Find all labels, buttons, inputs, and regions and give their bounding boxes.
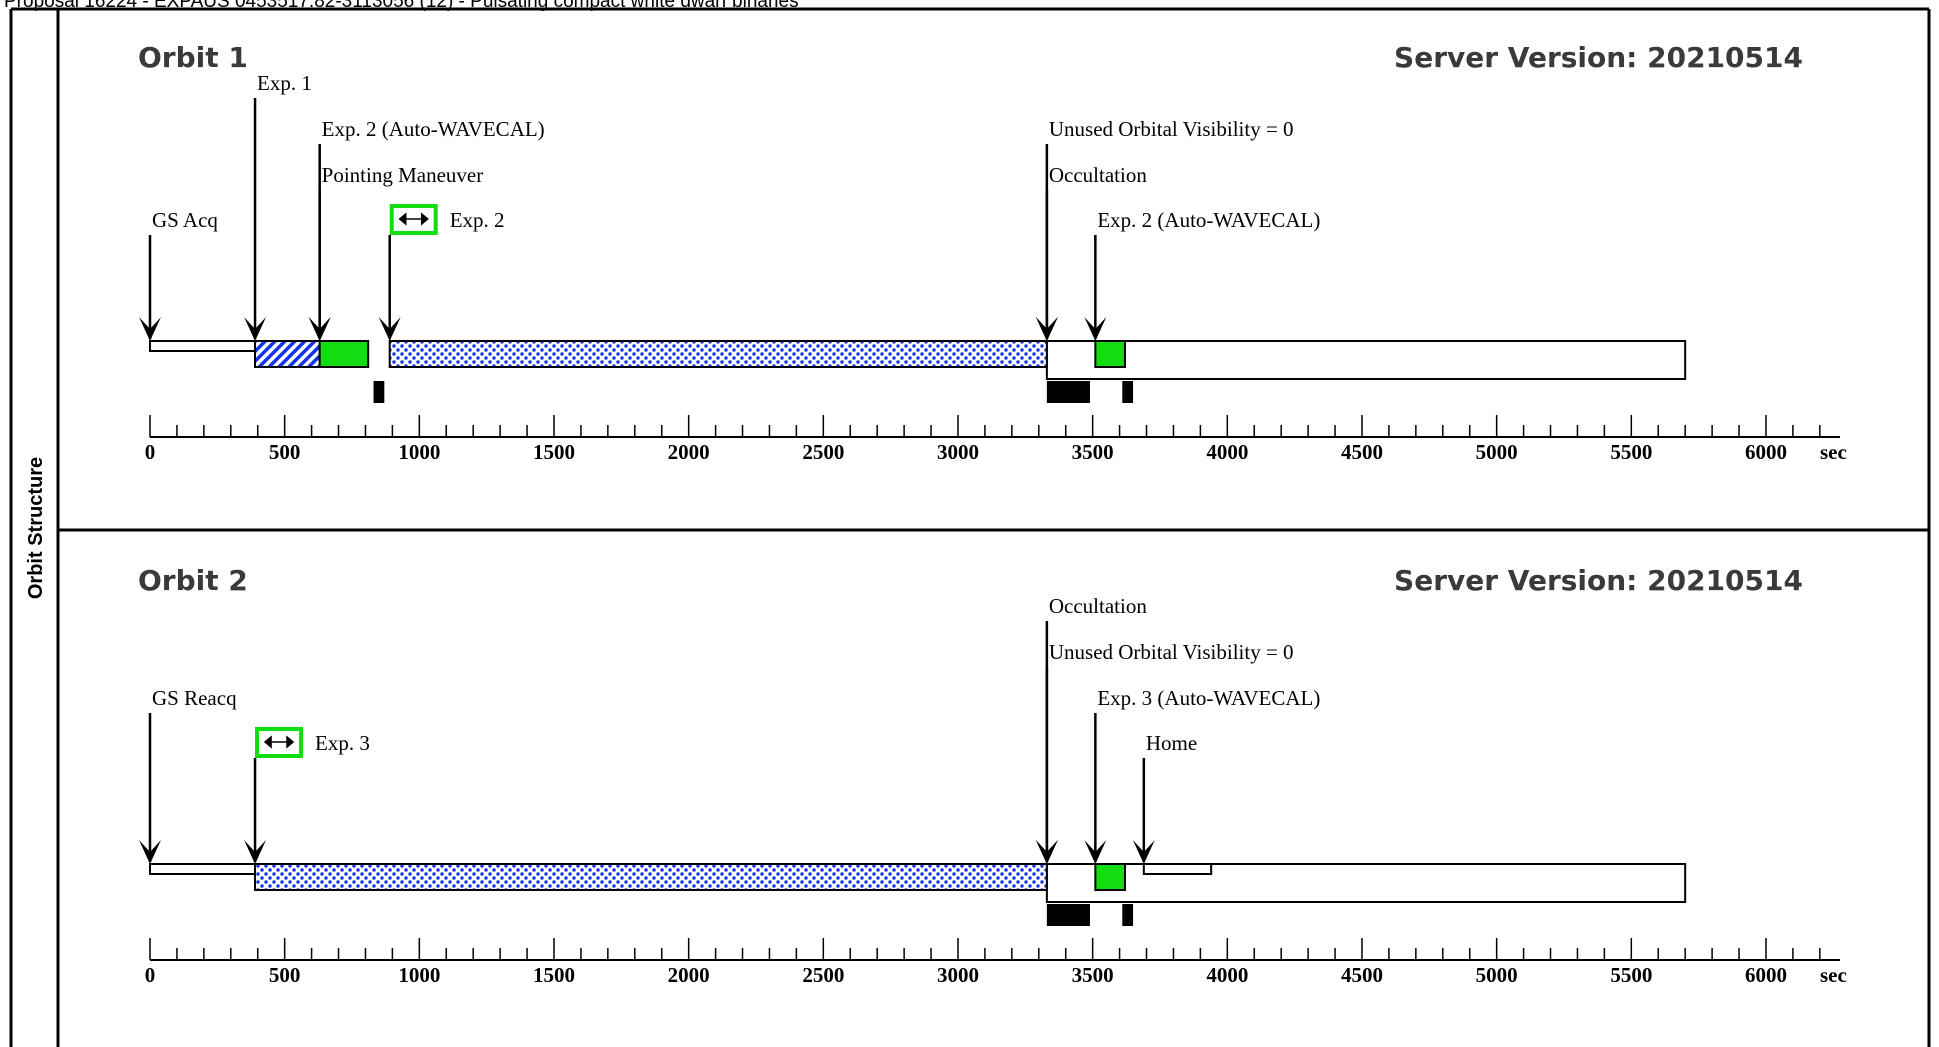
orbit-panel-2: Orbit 2 Server Version: 20210514 Occulta… xyxy=(138,564,1847,987)
annotation-label: Occultation xyxy=(1049,594,1147,618)
tick-label: 6000 xyxy=(1745,440,1787,464)
tick-label: 1000 xyxy=(398,440,440,464)
tick-label: 500 xyxy=(269,440,301,464)
server-version: Server Version: 20210514 xyxy=(1394,41,1803,74)
tick-label: 4500 xyxy=(1341,963,1383,987)
annotation-label: Unused Orbital Visibility = 0 xyxy=(1049,117,1294,141)
tick-label: 2500 xyxy=(802,440,844,464)
tick-label: 1500 xyxy=(533,963,575,987)
tick-label: 5000 xyxy=(1476,440,1518,464)
arrow-icon xyxy=(378,317,401,341)
exposure-segment xyxy=(318,340,370,368)
acquisition-segment xyxy=(1142,863,1213,875)
axis-unit-label: sec xyxy=(1820,963,1847,987)
tick-label: 4000 xyxy=(1206,963,1248,987)
orbit-title: Orbit 2 xyxy=(138,564,248,597)
orbit-timeline: Exp. 1 Exp. 2 (Auto-WAVECAL) Pointing Mane… xyxy=(139,71,1847,464)
arrow-icon xyxy=(1084,840,1107,864)
arrow-icon xyxy=(1084,317,1107,341)
occultation-mark xyxy=(1046,381,1090,403)
annotation-label: Exp. 3 (Auto-WAVECAL) xyxy=(1097,686,1320,710)
tick-label: 5500 xyxy=(1610,963,1652,987)
arrow-icon xyxy=(244,317,267,341)
exposure-segment xyxy=(254,863,1048,891)
annotation-label: Unused Orbital Visibility = 0 xyxy=(1049,640,1294,664)
annotation-label: Exp. 2 (Auto-WAVECAL) xyxy=(322,117,545,141)
visibility-segment xyxy=(1045,340,1687,380)
visibility-segment xyxy=(1045,863,1687,903)
occultation-mark xyxy=(1122,381,1134,403)
exposure-segment xyxy=(1094,340,1126,368)
tick-label: 3000 xyxy=(937,963,979,987)
annotation-label: Exp. 2 (Auto-WAVECAL) xyxy=(1097,208,1320,232)
tick-label: 500 xyxy=(269,963,301,987)
annotation-label: Exp. 2 xyxy=(450,208,505,232)
arrow-icon xyxy=(1132,840,1155,864)
double-arrow-icon xyxy=(263,735,295,749)
tick-label: 3000 xyxy=(937,440,979,464)
arrow-icon xyxy=(1035,840,1058,864)
tick-label: 0 xyxy=(145,440,156,464)
tick-label: 6000 xyxy=(1745,963,1787,987)
server-version: Server Version: 20210514 xyxy=(1394,564,1803,597)
exposure-segment xyxy=(1094,863,1126,891)
orbit-title: Orbit 1 xyxy=(138,41,248,74)
tick-label: 5500 xyxy=(1610,440,1652,464)
orbit-panel-1: Orbit 1 Server Version: 20210514 Exp. 1E… xyxy=(138,41,1847,464)
annotation-label: GS Acq xyxy=(152,208,218,232)
annotation-label: Occultation xyxy=(1049,163,1147,187)
tick-label: 5000 xyxy=(1476,963,1518,987)
pointing-maneuver-segment xyxy=(254,340,321,368)
orbit-structure-label: Orbit Structure xyxy=(25,457,47,599)
annotation-label: Home xyxy=(1146,731,1197,755)
tick-label: 1000 xyxy=(398,963,440,987)
annotation-label: Exp. 1 xyxy=(257,71,312,95)
axis-unit-label: sec xyxy=(1820,440,1847,464)
tick-label: 2000 xyxy=(668,440,710,464)
tick-label: 2500 xyxy=(802,963,844,987)
tick-label: 3500 xyxy=(1072,440,1114,464)
tick-label: 4000 xyxy=(1206,440,1248,464)
tick-label: 0 xyxy=(145,963,156,987)
acquisition-segment xyxy=(149,863,257,875)
tick-label: 1500 xyxy=(533,440,575,464)
exposure-segment xyxy=(388,340,1048,368)
arrow-icon xyxy=(244,840,267,864)
occultation-mark xyxy=(1122,904,1134,926)
acquisition-segment xyxy=(149,340,257,352)
annotation-label: Exp. 3 xyxy=(315,731,370,755)
occultation-mark xyxy=(1046,904,1090,926)
tick-label: 4500 xyxy=(1341,440,1383,464)
occultation-mark xyxy=(373,381,385,403)
outer-frame xyxy=(9,7,1931,1047)
tick-label: 3500 xyxy=(1072,963,1114,987)
annotation-label: Pointing Maneuver xyxy=(322,163,484,187)
tick-label: 2000 xyxy=(668,963,710,987)
arrow-icon xyxy=(308,317,331,341)
arrow-icon xyxy=(139,317,161,341)
annotation-label: GS Reacq xyxy=(152,686,237,710)
arrow-icon xyxy=(139,840,161,864)
orbit-timeline: Occultation Unused Orbital Visibility = 0… xyxy=(139,594,1847,987)
double-arrow-icon xyxy=(398,212,429,226)
arrow-icon xyxy=(1035,317,1058,341)
